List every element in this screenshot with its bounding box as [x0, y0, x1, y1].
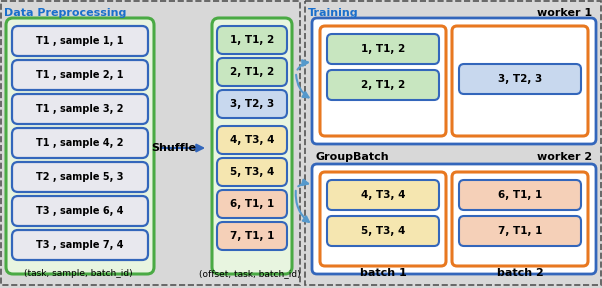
FancyBboxPatch shape	[327, 34, 439, 64]
FancyBboxPatch shape	[320, 26, 446, 136]
FancyBboxPatch shape	[12, 196, 148, 226]
Text: batch 2: batch 2	[497, 268, 544, 278]
Text: (offset, task, batch_id): (offset, task, batch_id)	[199, 269, 301, 278]
FancyBboxPatch shape	[217, 190, 287, 218]
FancyBboxPatch shape	[459, 64, 581, 94]
Text: 3, T2, 3: 3, T2, 3	[230, 99, 274, 109]
FancyBboxPatch shape	[320, 172, 446, 266]
Text: 7, T1, 1: 7, T1, 1	[498, 226, 542, 236]
FancyBboxPatch shape	[12, 162, 148, 192]
Text: 2, T1, 2: 2, T1, 2	[230, 67, 274, 77]
FancyBboxPatch shape	[312, 164, 596, 274]
FancyBboxPatch shape	[217, 58, 287, 86]
Text: 4, T3, 4: 4, T3, 4	[230, 135, 275, 145]
Text: 1, T1, 2: 1, T1, 2	[230, 35, 274, 45]
FancyBboxPatch shape	[12, 128, 148, 158]
Text: T3 , sample 7, 4: T3 , sample 7, 4	[36, 240, 124, 250]
FancyBboxPatch shape	[312, 18, 596, 144]
FancyBboxPatch shape	[212, 18, 292, 274]
FancyBboxPatch shape	[217, 26, 287, 54]
FancyBboxPatch shape	[217, 158, 287, 186]
FancyBboxPatch shape	[217, 126, 287, 154]
Text: worker 1: worker 1	[537, 8, 592, 18]
FancyBboxPatch shape	[12, 60, 148, 90]
FancyBboxPatch shape	[327, 70, 439, 100]
Text: Data Preprocessing: Data Preprocessing	[4, 8, 126, 18]
Bar	[1, 1, 300, 285]
Text: 5, T3, 4: 5, T3, 4	[230, 167, 274, 177]
FancyBboxPatch shape	[217, 90, 287, 118]
FancyBboxPatch shape	[452, 172, 588, 266]
FancyBboxPatch shape	[327, 180, 439, 210]
Text: T1 , sample 1, 1: T1 , sample 1, 1	[36, 36, 124, 46]
Text: worker 2: worker 2	[537, 152, 592, 162]
Bar	[305, 1, 601, 285]
Text: Shuffle: Shuffle	[152, 143, 196, 153]
FancyBboxPatch shape	[12, 230, 148, 260]
FancyBboxPatch shape	[459, 180, 581, 210]
Text: 2, T1, 2: 2, T1, 2	[361, 80, 405, 90]
Text: 6, T1, 1: 6, T1, 1	[230, 199, 274, 209]
Text: Training: Training	[308, 8, 359, 18]
FancyBboxPatch shape	[6, 18, 154, 274]
Text: 1, T1, 2: 1, T1, 2	[361, 44, 405, 54]
Text: 7, T1, 1: 7, T1, 1	[230, 231, 274, 241]
Text: T2 , sample 5, 3: T2 , sample 5, 3	[36, 172, 124, 182]
Text: T1 , sample 2, 1: T1 , sample 2, 1	[36, 70, 124, 80]
Text: T1 , sample 3, 2: T1 , sample 3, 2	[36, 104, 124, 114]
FancyBboxPatch shape	[459, 216, 581, 246]
Text: GroupBatch: GroupBatch	[315, 152, 389, 162]
FancyBboxPatch shape	[12, 94, 148, 124]
Text: 5, T3, 4: 5, T3, 4	[361, 226, 405, 236]
FancyBboxPatch shape	[12, 26, 148, 56]
Text: 4, T3, 4: 4, T3, 4	[361, 190, 405, 200]
Text: 6, T1, 1: 6, T1, 1	[498, 190, 542, 200]
Text: T1 , sample 4, 2: T1 , sample 4, 2	[36, 138, 124, 148]
Text: 3, T2, 3: 3, T2, 3	[498, 74, 542, 84]
FancyBboxPatch shape	[327, 216, 439, 246]
Text: T3 , sample 6, 4: T3 , sample 6, 4	[36, 206, 124, 216]
Text: (task, sample, batch_id): (task, sample, batch_id)	[23, 269, 132, 278]
FancyBboxPatch shape	[217, 222, 287, 250]
FancyBboxPatch shape	[452, 26, 588, 136]
Text: batch 1: batch 1	[359, 268, 406, 278]
